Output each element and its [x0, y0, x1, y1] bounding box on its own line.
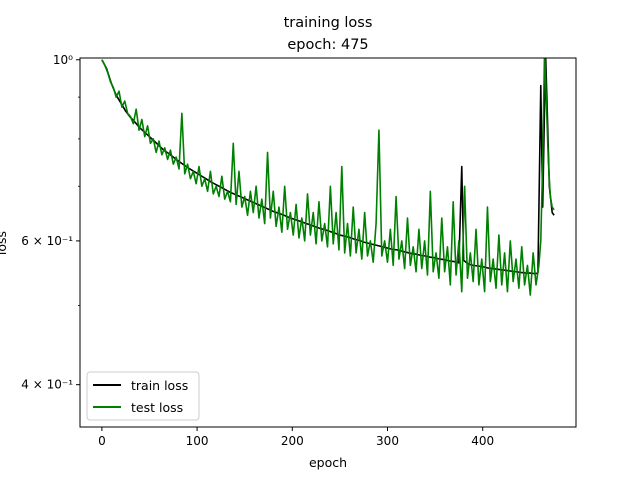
legend: train loss test loss [86, 371, 200, 421]
chart-title: training loss [284, 15, 373, 31]
series-line-test-loss [101, 58, 555, 296]
x-tick-label: 100 [186, 434, 209, 448]
y-tick-label: 6 × 10⁻¹ [21, 234, 73, 248]
y-tick-label: 4 × 10⁻¹ [21, 378, 73, 392]
legend-label-test-loss: test loss [131, 400, 183, 415]
chart-subtitle: epoch: 475 [287, 37, 368, 53]
series-layer [101, 58, 555, 296]
y-axis-ticks: 4 × 10⁻¹ 6 × 10⁻¹ 10⁰ [21, 53, 80, 392]
x-tick-label: 400 [471, 434, 494, 448]
x-axis-label: epoch [309, 455, 347, 470]
x-tick-label: 200 [281, 434, 304, 448]
x-tick-label: 0 [98, 434, 106, 448]
legend-label-train-loss: train loss [131, 378, 188, 393]
y-axis-label: loss [0, 231, 9, 255]
y-tick-label: 10⁰ [53, 53, 73, 67]
x-axis-ticks: 0 100 200 300 400 [98, 427, 494, 448]
x-tick-label: 300 [376, 434, 399, 448]
plot-frame [79, 57, 577, 428]
